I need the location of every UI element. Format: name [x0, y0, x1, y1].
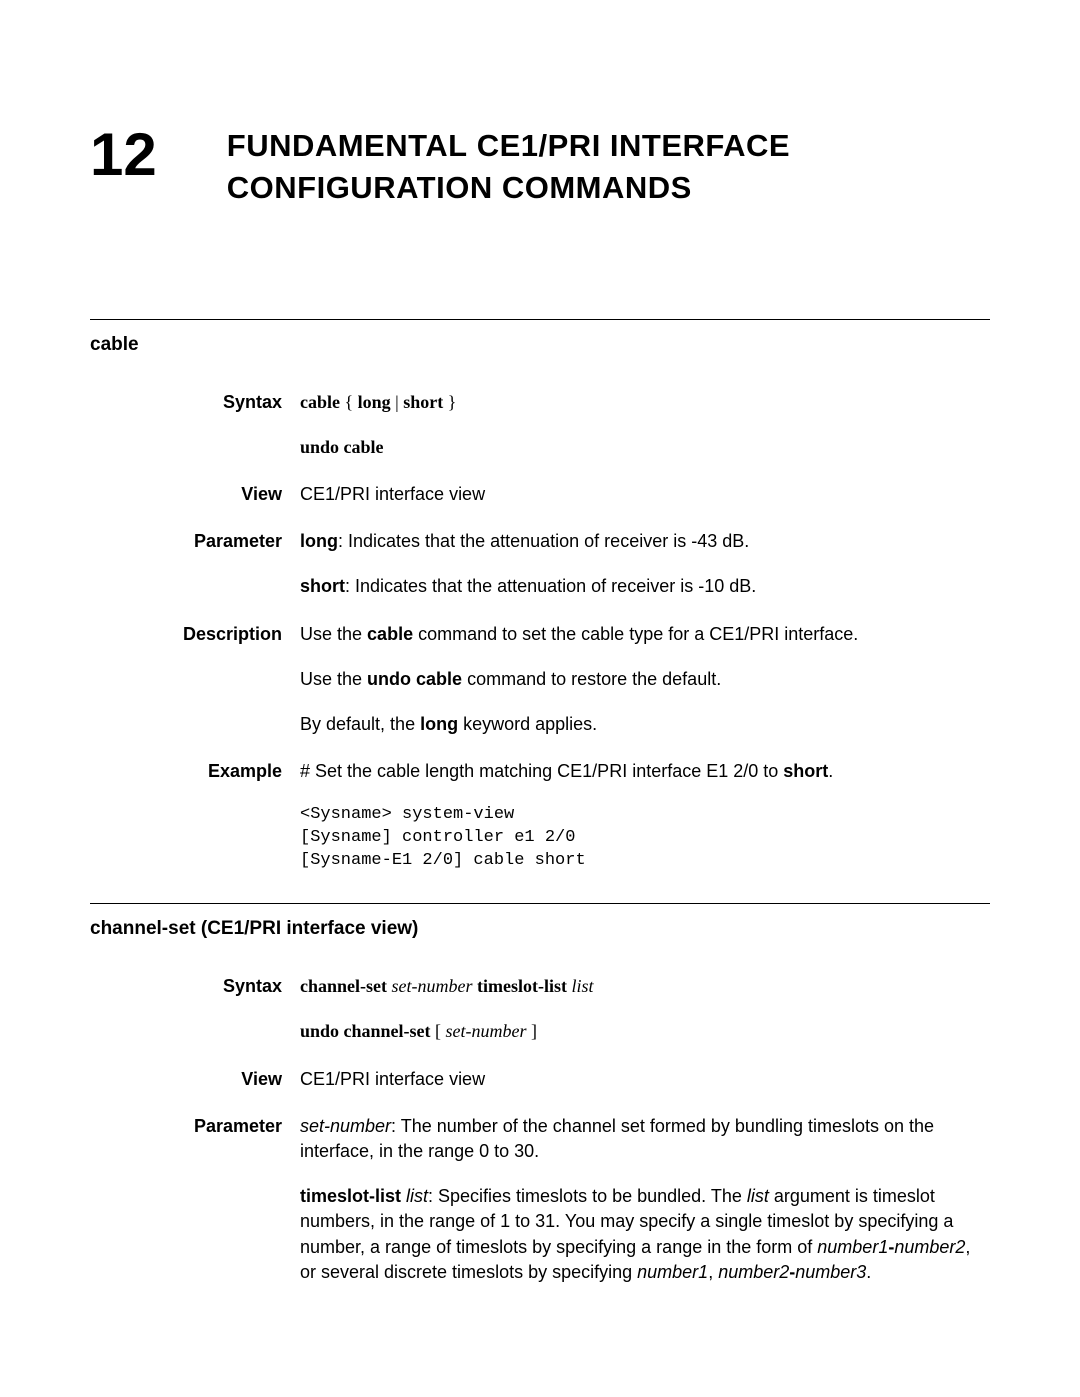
- syntax-text: short: [403, 392, 443, 412]
- syntax-text: }: [443, 392, 456, 412]
- desc-text: undo cable: [367, 669, 462, 689]
- example-text: .: [828, 761, 833, 781]
- param-text: number2: [718, 1262, 789, 1282]
- entry-body: Use the cable command to set the cable t…: [300, 622, 990, 738]
- param-text: set-number: [300, 1116, 391, 1136]
- param-text: list: [747, 1186, 769, 1206]
- section-rule: [90, 903, 990, 904]
- title-text: CE1/PRI I: [468, 128, 619, 163]
- entry-body: set-number: The number of the channel se…: [300, 1114, 990, 1285]
- param-text: number3: [795, 1262, 866, 1282]
- param-text: : Indicates that the attenuation of rece…: [338, 531, 749, 551]
- param-text: : Specifies timeslots to be bundled. The: [428, 1186, 747, 1206]
- param-text: short: [300, 576, 345, 596]
- entry-label: View: [90, 1067, 300, 1092]
- title-text: NTERFACE: [619, 128, 790, 163]
- param-text: number2: [894, 1237, 965, 1257]
- entry-parameter: Parameter long: Indicates that the atten…: [90, 529, 990, 599]
- title-text: C: [227, 170, 250, 205]
- entry-description: Description Use the cable command to set…: [90, 622, 990, 738]
- syntax-text: [: [431, 1021, 446, 1041]
- syntax-text: set-number: [387, 976, 472, 996]
- title-text: F: [227, 128, 246, 163]
- entry-body: channel-set set-number timeslot-list lis…: [300, 974, 990, 1044]
- param-text: : Indicates that the attenuation of rece…: [345, 576, 756, 596]
- entry-syntax: Syntax cable { long | short } undo cable: [90, 390, 990, 460]
- section-heading: channel-set (CE1/PRI interface view): [90, 918, 990, 940]
- entry-syntax: Syntax channel-set set-number timeslot-l…: [90, 974, 990, 1044]
- entry-label: Example: [90, 759, 300, 873]
- entry-label: Syntax: [90, 390, 300, 460]
- entry-body: CE1/PRI interface view: [300, 1067, 990, 1092]
- syntax-text: list: [567, 976, 594, 996]
- syntax-text: |: [391, 392, 404, 412]
- desc-text: Use the: [300, 669, 367, 689]
- syntax-text: ]: [527, 1021, 538, 1041]
- param-text: ,: [708, 1262, 718, 1282]
- entry-body: CE1/PRI interface view: [300, 482, 990, 507]
- entry-body: # Set the cable length matching CE1/PRI …: [300, 759, 990, 873]
- entry-body: cable { long | short } undo cable: [300, 390, 990, 460]
- param-text: : The number of the channel set formed b…: [300, 1116, 934, 1161]
- desc-text: long: [420, 714, 458, 734]
- param-text: .: [866, 1262, 871, 1282]
- code-block: <Sysname> system-view [Sysname] controll…: [300, 804, 990, 873]
- syntax-text: timeslot-list: [472, 976, 566, 996]
- syntax-text: undo channel-set: [300, 1021, 431, 1041]
- title-text: UNDAMENTAL: [246, 128, 467, 163]
- section-channel-set: channel-set (CE1/PRI interface view) Syn…: [90, 903, 990, 1285]
- section-heading: cable: [90, 334, 990, 356]
- syntax-text: channel-set: [300, 976, 387, 996]
- entry-label: View: [90, 482, 300, 507]
- view-text: CE1/PRI interface view: [300, 1067, 990, 1092]
- syntax-text: long: [358, 392, 391, 412]
- section-rule: [90, 319, 990, 320]
- entry-label: Parameter: [90, 1114, 300, 1285]
- view-text: CE1/PRI interface view: [300, 482, 990, 507]
- desc-text: cable: [367, 624, 413, 644]
- desc-text: By default, the: [300, 714, 420, 734]
- section-cable: cable Syntax cable { long | short } undo…: [90, 319, 990, 874]
- title-text: OMMANDS: [525, 170, 692, 205]
- title-text: C: [493, 170, 525, 205]
- syntax-text: {: [340, 392, 358, 412]
- entry-view: View CE1/PRI interface view: [90, 1067, 990, 1092]
- entry-view: View CE1/PRI interface view: [90, 482, 990, 507]
- desc-text: command to restore the default.: [462, 669, 721, 689]
- desc-text: keyword applies.: [458, 714, 597, 734]
- desc-text: command to set the cable type for a CE1/…: [413, 624, 858, 644]
- param-text: number1: [817, 1237, 888, 1257]
- syntax-text: undo cable: [300, 435, 990, 460]
- chapter-header: 12 FUNDAMENTAL CE1/PRI INTERFACE CONFIGU…: [90, 125, 990, 209]
- chapter-number: 12: [90, 125, 157, 185]
- syntax-text: cable: [300, 392, 340, 412]
- entry-parameter: Parameter set-number: The number of the …: [90, 1114, 990, 1285]
- title-text: ONFIGURATION: [250, 170, 493, 205]
- entry-label: Description: [90, 622, 300, 738]
- chapter-title: FUNDAMENTAL CE1/PRI INTERFACE CONFIGURAT…: [227, 125, 790, 209]
- param-text: number1: [637, 1262, 708, 1282]
- entry-label: Parameter: [90, 529, 300, 599]
- entry-example: Example # Set the cable length matching …: [90, 759, 990, 873]
- example-text: # Set the cable length matching CE1/PRI …: [300, 761, 783, 781]
- desc-text: Use the: [300, 624, 367, 644]
- example-text: short: [783, 761, 828, 781]
- param-text: timeslot-list: [300, 1186, 401, 1206]
- entry-label: Syntax: [90, 974, 300, 1044]
- param-text: list: [401, 1186, 428, 1206]
- entry-body: long: Indicates that the attenuation of …: [300, 529, 990, 599]
- param-text: long: [300, 531, 338, 551]
- syntax-text: set-number: [446, 1021, 527, 1041]
